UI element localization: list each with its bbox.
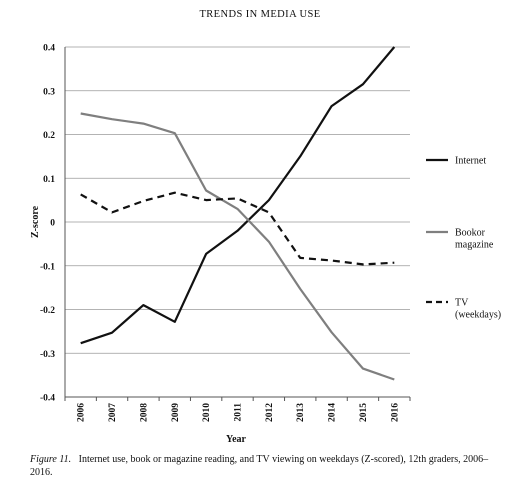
x-tick-label: 2008 — [139, 403, 149, 422]
chart-header: TRENDS IN MEDIA USE — [199, 9, 321, 20]
caption-text: Internet use, book or magazine reading, … — [30, 454, 489, 478]
y-tick-label: -0.3 — [40, 350, 55, 360]
x-tick-label: 2009 — [171, 403, 181, 422]
series-lines — [80, 46, 396, 381]
legend-label: Internet — [455, 156, 486, 167]
axes — [64, 47, 411, 401]
y-tick-label: 0.2 — [43, 131, 55, 141]
tick-labels: 0.4 0.3 0.2 0.1 0 -0.1 -0.2 -0.3 -0.4 2006 2007 200… — [40, 44, 400, 423]
y-axis-title: Z-score — [30, 205, 41, 238]
x-tick-label: 2016 — [390, 403, 400, 422]
x-tick-label: 2015 — [359, 403, 369, 422]
x-tick-label: 2013 — [296, 403, 306, 422]
x-tick-label: 2014 — [328, 403, 338, 422]
y-tick-label: 0 — [50, 219, 55, 229]
x-axis-title: Year — [226, 434, 247, 445]
legend: Internet Bookor magazine TV (weekdays) — [426, 156, 501, 321]
legend-label: Bookor magazine — [455, 228, 494, 251]
y-tick-label: 0.1 — [43, 175, 55, 185]
x-tick-label: 2007 — [108, 403, 118, 422]
y-tick-label: 0.3 — [43, 87, 55, 97]
y-tick-label: -0.4 — [40, 394, 55, 404]
y-tick-label: 0.4 — [43, 44, 55, 54]
gridlines — [65, 46, 410, 398]
y-tick-label: -0.2 — [40, 306, 55, 316]
x-tick-label: 2011 — [234, 403, 244, 422]
x-tick-label: 2010 — [202, 403, 212, 422]
series-line-internet — [80, 46, 396, 345]
legend-label: TV (weekdays) — [455, 298, 501, 321]
y-tick-label: -0.1 — [40, 262, 55, 272]
figure-caption: Figure 11. Internet use, book or magazin… — [30, 454, 510, 479]
series-line-tv-weekdays- — [80, 191, 395, 266]
x-tick-label: 2006 — [77, 403, 87, 422]
x-tick-label: 2012 — [265, 403, 275, 422]
series-line-bookor-magazine — [80, 112, 395, 381]
figure-label: Figure 11. — [30, 454, 72, 465]
